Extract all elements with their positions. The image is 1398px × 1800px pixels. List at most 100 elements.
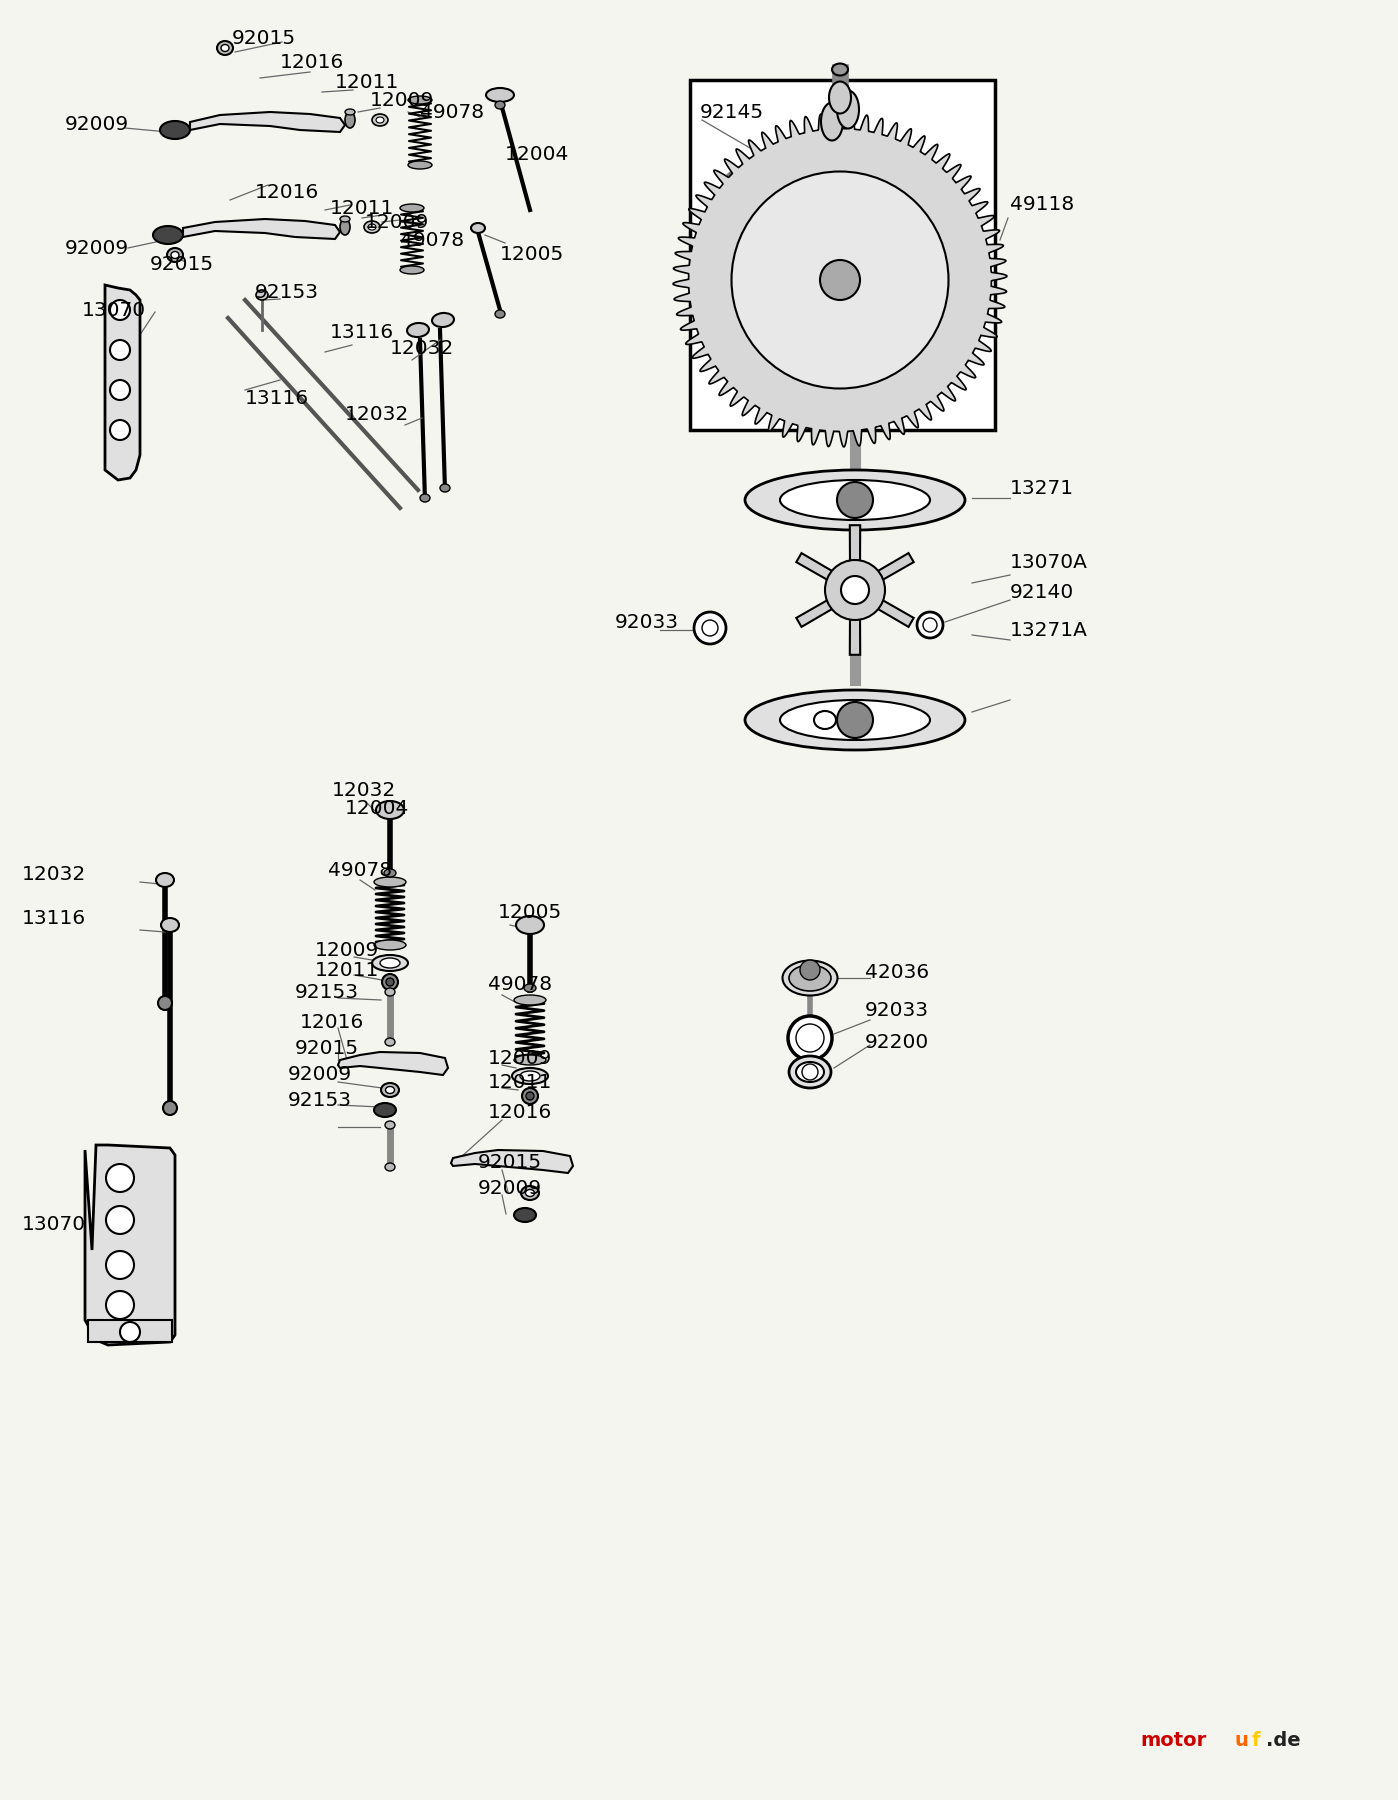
Circle shape	[158, 995, 172, 1010]
Text: 92015: 92015	[150, 256, 214, 274]
Ellipse shape	[495, 101, 505, 110]
Text: 12005: 12005	[500, 245, 565, 265]
Ellipse shape	[217, 41, 233, 56]
Circle shape	[526, 1093, 534, 1100]
Circle shape	[731, 171, 948, 389]
Text: 92009: 92009	[478, 1179, 542, 1197]
Text: 49078: 49078	[419, 103, 484, 122]
Ellipse shape	[171, 252, 179, 259]
Ellipse shape	[221, 45, 229, 52]
Ellipse shape	[783, 961, 837, 995]
Circle shape	[702, 619, 719, 635]
Text: 92153: 92153	[254, 283, 319, 301]
Text: 12016: 12016	[301, 1012, 365, 1031]
Ellipse shape	[471, 223, 485, 232]
Ellipse shape	[829, 81, 851, 113]
Text: 12004: 12004	[345, 799, 410, 817]
Polygon shape	[452, 1150, 573, 1174]
Circle shape	[106, 1206, 134, 1235]
Ellipse shape	[345, 112, 355, 128]
Text: 12005: 12005	[498, 902, 562, 922]
Text: 13116: 13116	[245, 389, 309, 407]
Ellipse shape	[157, 873, 173, 887]
Ellipse shape	[166, 248, 183, 263]
Text: 12011: 12011	[315, 961, 379, 979]
Ellipse shape	[256, 290, 268, 301]
Circle shape	[106, 1165, 134, 1192]
Ellipse shape	[745, 689, 965, 751]
Ellipse shape	[520, 1071, 540, 1082]
Circle shape	[110, 340, 130, 360]
Text: 13271A: 13271A	[1009, 621, 1088, 639]
Circle shape	[802, 1064, 818, 1080]
Ellipse shape	[408, 160, 432, 169]
Ellipse shape	[419, 493, 431, 502]
Ellipse shape	[821, 103, 843, 140]
Text: 12009: 12009	[488, 1048, 552, 1067]
Polygon shape	[850, 617, 860, 655]
Ellipse shape	[788, 965, 830, 992]
Circle shape	[521, 1087, 538, 1103]
Text: 12016: 12016	[488, 1102, 552, 1121]
Ellipse shape	[795, 1062, 823, 1082]
Ellipse shape	[521, 1186, 540, 1201]
Circle shape	[800, 959, 821, 979]
Ellipse shape	[788, 1057, 830, 1087]
Ellipse shape	[368, 223, 376, 230]
Ellipse shape	[376, 117, 384, 122]
Ellipse shape	[382, 1084, 398, 1096]
Circle shape	[110, 301, 130, 320]
Ellipse shape	[408, 95, 432, 104]
Circle shape	[164, 1102, 178, 1114]
Text: 92009: 92009	[64, 238, 129, 257]
Text: 13116: 13116	[330, 322, 394, 342]
Text: 12032: 12032	[331, 781, 396, 799]
Circle shape	[386, 977, 394, 986]
Bar	[88, 1319, 172, 1343]
Text: 12016: 12016	[254, 182, 319, 202]
Ellipse shape	[363, 221, 380, 232]
Polygon shape	[797, 599, 833, 626]
Text: 92200: 92200	[865, 1033, 930, 1051]
Circle shape	[842, 576, 870, 605]
Ellipse shape	[375, 940, 405, 950]
Ellipse shape	[495, 310, 505, 319]
Text: 92033: 92033	[615, 612, 679, 632]
Ellipse shape	[745, 470, 965, 529]
Ellipse shape	[407, 322, 429, 337]
Ellipse shape	[372, 113, 389, 126]
Ellipse shape	[514, 995, 547, 1004]
Polygon shape	[85, 1145, 175, 1345]
Polygon shape	[105, 284, 140, 481]
Text: 12032: 12032	[22, 866, 87, 884]
Text: u: u	[1234, 1732, 1248, 1750]
Ellipse shape	[384, 1121, 396, 1129]
Text: 12009: 12009	[315, 940, 379, 959]
Ellipse shape	[384, 869, 396, 877]
Text: 13070: 13070	[82, 301, 147, 320]
Circle shape	[110, 419, 130, 439]
Ellipse shape	[487, 88, 514, 103]
Ellipse shape	[400, 266, 424, 274]
Circle shape	[795, 1024, 823, 1051]
Ellipse shape	[345, 110, 355, 115]
Ellipse shape	[384, 1163, 396, 1172]
Ellipse shape	[516, 916, 544, 934]
Polygon shape	[190, 112, 345, 131]
Ellipse shape	[526, 1190, 534, 1197]
Ellipse shape	[780, 700, 930, 740]
Text: 92015: 92015	[232, 29, 296, 47]
Text: 12009: 12009	[370, 90, 435, 110]
Text: 13070A: 13070A	[1009, 553, 1088, 572]
Text: 13070: 13070	[22, 1215, 87, 1235]
Ellipse shape	[340, 216, 350, 221]
Text: 12011: 12011	[330, 198, 394, 218]
Ellipse shape	[514, 1055, 547, 1066]
Text: 12032: 12032	[345, 405, 410, 425]
Ellipse shape	[514, 1208, 535, 1222]
Circle shape	[837, 702, 872, 738]
Text: 92140: 92140	[1009, 583, 1074, 601]
Ellipse shape	[161, 918, 179, 932]
Ellipse shape	[384, 988, 396, 995]
Text: 12016: 12016	[280, 52, 344, 72]
